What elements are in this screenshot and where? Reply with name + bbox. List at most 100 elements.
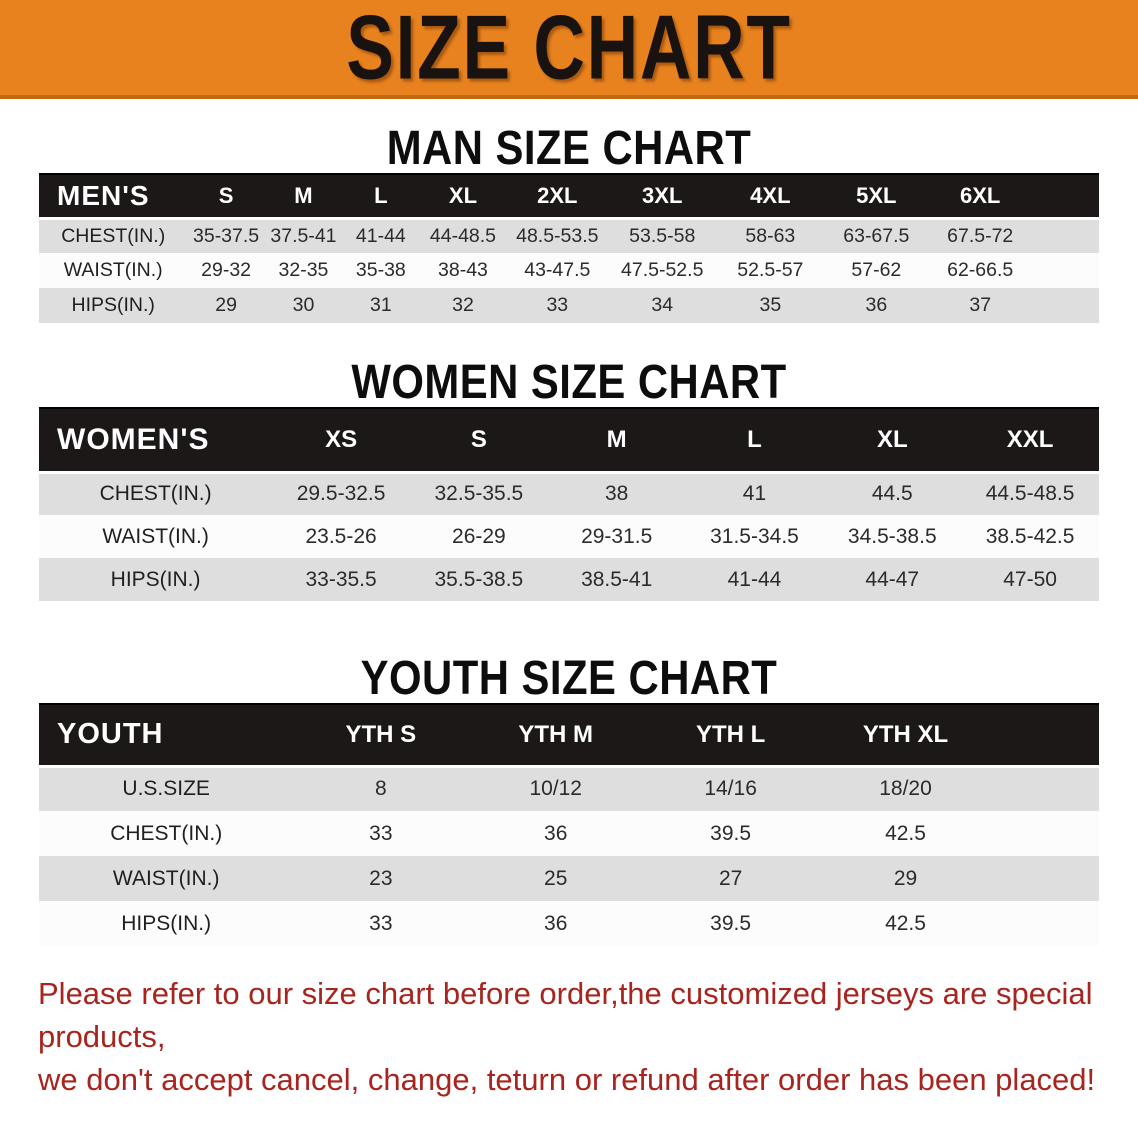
banner: SIZE CHART — [0, 0, 1138, 99]
size-column-header: YTH L — [643, 703, 819, 768]
row-label: CHEST(IN.) — [110, 821, 223, 845]
women-size-chart-title: WOMEN SIZE CHART — [351, 353, 787, 409]
size-column-header: XL — [419, 173, 507, 220]
size-value: 43-47.5 — [524, 259, 591, 281]
size-value: 44-47 — [865, 567, 920, 591]
table-corner-label: YOUTH — [39, 703, 294, 768]
filler-cell — [993, 856, 1099, 901]
size-value: 38.5-42.5 — [985, 524, 1075, 548]
size-value: 41-44 — [727, 567, 782, 591]
size-value: 31 — [369, 294, 392, 316]
women-size-section: WOMEN SIZE CHART WOMEN'S XS S M L XL XXL CHEST(… — [0, 353, 1138, 601]
measurement-row: HIPS(IN.) 33-35.5 35.5-38.5 38.5-41 41-44 44-… — [39, 558, 1099, 601]
size-value: 42.5 — [885, 911, 926, 935]
size-column-header: L — [685, 407, 824, 474]
filler-cell — [993, 811, 1099, 856]
size-value: 38 — [605, 482, 629, 506]
size-value: 42.5 — [885, 821, 926, 845]
size-value: 44.5 — [871, 482, 913, 506]
size-value: 29 — [893, 866, 918, 890]
disclaimer-line-2: we don't accept cancel, change, teturn o… — [38, 1062, 1096, 1097]
size-value: 41 — [742, 482, 767, 506]
banner-title: SIZE CHART — [346, 0, 792, 98]
size-column-header: M — [547, 407, 686, 474]
size-column-header: YTH S — [293, 703, 469, 768]
filler-cell — [993, 901, 1099, 946]
size-value: 35.5-38.5 — [434, 567, 524, 591]
size-value: 57-62 — [851, 259, 902, 281]
size-column-header: S — [187, 173, 265, 220]
filler-cell — [1032, 173, 1099, 220]
size-value: 52.5-57 — [737, 259, 804, 281]
size-value: 36 — [544, 821, 568, 845]
size-column-header: 5XL — [824, 173, 929, 220]
women-size-table: WOMEN'S XS S M L XL XXL CHEST(IN.) 29.5-32.5 32.5… — [39, 407, 1099, 601]
table-header-row: YOUTH YTH S YTH M YTH L YTH XL — [39, 703, 1099, 768]
size-value: 47.5-52.5 — [621, 259, 704, 281]
table-corner-label: WOMEN'S — [39, 407, 273, 474]
size-value: 31.5-34.5 — [710, 524, 799, 548]
size-column-header: 3XL — [608, 173, 717, 220]
measurement-row: CHEST(IN.) 35-37.5 37.5-41 41-44 44-48.5 48.5… — [39, 218, 1099, 253]
size-value: 29-31.5 — [581, 524, 653, 548]
size-value: 33 — [369, 911, 393, 935]
size-value: 26-29 — [452, 524, 506, 548]
measurement-row: U.S.SIZE 8 10/12 14/16 18/20 — [39, 766, 1099, 811]
row-label: HIPS(IN.) — [110, 567, 201, 591]
size-value: 37 — [969, 294, 992, 316]
row-label: WAIST(IN.) — [63, 259, 163, 281]
size-value: 33 — [546, 294, 569, 316]
size-column-header: XL — [823, 407, 962, 474]
size-value: 53.5-58 — [629, 224, 696, 247]
size-value: 44.5-48.5 — [985, 482, 1075, 506]
size-value: 38.5-41 — [581, 567, 653, 591]
disclaimer-line-1: Please refer to our size chart before or… — [38, 976, 1093, 1054]
size-value: 34.5-38.5 — [847, 524, 937, 548]
size-value: 33 — [369, 821, 393, 845]
size-value: 33-35.5 — [305, 567, 377, 591]
size-value: 48.5-53.5 — [516, 224, 599, 247]
size-value: 39.5 — [710, 821, 752, 845]
size-value: 32.5-35.5 — [434, 482, 524, 506]
size-value: 35 — [759, 294, 782, 316]
size-value: 36 — [865, 294, 888, 316]
size-value: 36 — [544, 911, 568, 935]
size-column-header: M — [264, 173, 343, 220]
table-header-row: WOMEN'S XS S M L XL XXL — [39, 407, 1099, 474]
row-label: HIPS(IN.) — [71, 294, 155, 316]
size-value: 23 — [369, 866, 393, 890]
row-label: WAIST(IN.) — [102, 524, 209, 548]
table-corner-label: MEN'S — [39, 173, 188, 220]
size-value: 67.5-72 — [947, 224, 1014, 247]
men-size-table: MEN'S S M L XL 2XL 3XL 4XL 5XL 6XL CHEST(IN.) 35-37… — [39, 173, 1099, 323]
row-label: U.S.SIZE — [122, 777, 210, 801]
size-value: 39.5 — [710, 911, 752, 935]
filler-cell — [992, 703, 1099, 768]
measurement-row: CHEST(IN.) 29.5-32.5 32.5-35.5 38 41 44.5 44.5… — [39, 472, 1099, 515]
measurement-row: HIPS(IN.) 33 36 39.5 42.5 — [39, 901, 1099, 946]
size-column-header: L — [342, 173, 420, 220]
size-column-header: XS — [272, 407, 410, 474]
size-column-header: YTH M — [468, 703, 644, 768]
size-value: 23.5-26 — [305, 524, 377, 548]
size-value: 32 — [452, 294, 474, 316]
size-value: 18/20 — [879, 777, 932, 801]
size-chart-page: SIZE CHART MAN SIZE CHART MEN'S S M L XL 2XL 3… — [0, 0, 1138, 1097]
size-value: 29-32 — [201, 259, 252, 281]
row-label: WAIST(IN.) — [112, 866, 220, 890]
size-value: 30 — [292, 294, 315, 316]
man-size-section: MAN SIZE CHART MEN'S S M L XL 2XL 3XL 4XL 5XL 6XL… — [0, 120, 1138, 323]
table-header-row: MEN'S S M L XL 2XL 3XL 4XL 5XL 6XL — [39, 173, 1099, 220]
row-label: CHEST(IN.) — [99, 482, 212, 506]
size-value: 32-35 — [278, 259, 329, 281]
size-value: 25 — [544, 866, 568, 890]
size-value: 58-63 — [745, 224, 796, 247]
row-label: HIPS(IN.) — [121, 911, 212, 935]
size-value: 35-37.5 — [193, 224, 260, 247]
measurement-row: CHEST(IN.) 33 36 39.5 42.5 — [39, 811, 1099, 856]
size-column-header: 2XL — [506, 173, 609, 220]
filler-cell — [1032, 253, 1099, 288]
size-value: 35-38 — [355, 259, 406, 281]
size-value: 62-66.5 — [947, 259, 1014, 281]
filler-cell — [1032, 218, 1099, 253]
